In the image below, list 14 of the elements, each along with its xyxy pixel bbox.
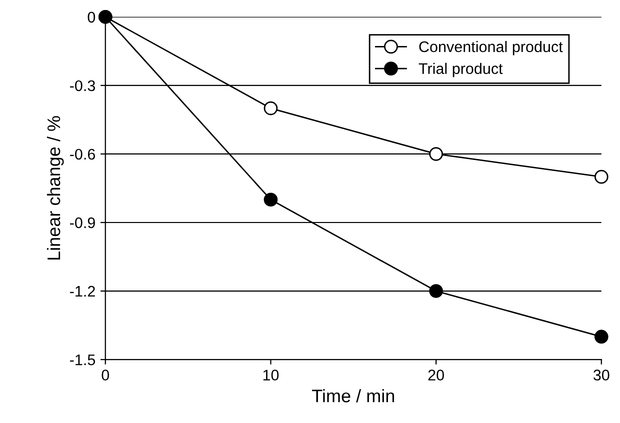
x-tick-label: 30 (593, 370, 610, 380)
y-tick-label: -0.9 (70, 217, 95, 228)
y-tick-label: -1.5 (70, 354, 96, 366)
x-tick-label: 0 (102, 370, 110, 380)
y-tick-label: 0 (88, 12, 96, 23)
y-tick-label: -0.6 (70, 148, 96, 160)
legend-label: Trial product (418, 62, 503, 78)
legend-label: Conventional product (419, 40, 563, 56)
x-tick-label: 10 (263, 370, 279, 380)
x-tick-label: 20 (428, 370, 444, 380)
y-tick-label: -0.3 (70, 80, 96, 92)
x-axis-title: Time / min (312, 389, 394, 402)
y-tick-label: -1.2 (70, 286, 95, 297)
y-axis-title: Linear change / % (46, 116, 64, 260)
